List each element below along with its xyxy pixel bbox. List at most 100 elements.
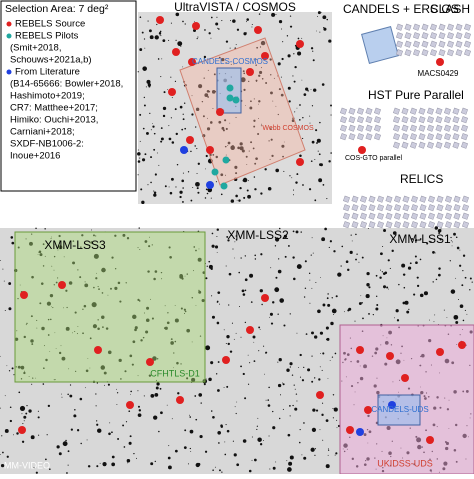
star [168, 40, 169, 41]
star [122, 424, 124, 426]
star [352, 241, 353, 242]
star [199, 435, 202, 438]
star [124, 446, 126, 448]
star [380, 252, 383, 255]
star [459, 265, 461, 267]
star [313, 253, 314, 254]
field-label: MM-VIDEO [4, 460, 50, 470]
star [248, 355, 249, 356]
star [5, 429, 9, 433]
star [44, 228, 45, 229]
star [210, 38, 211, 39]
star [288, 87, 291, 90]
star [139, 48, 142, 51]
star [320, 332, 323, 335]
star [175, 450, 178, 453]
pointing [340, 108, 346, 114]
legend-note: Hashimoto+2019; [10, 91, 85, 102]
rebels-source [216, 108, 224, 116]
star [5, 310, 6, 311]
star [137, 152, 141, 156]
pointing [439, 24, 445, 30]
star [321, 237, 325, 241]
star [161, 137, 164, 140]
pointing [456, 24, 462, 30]
star [296, 230, 299, 233]
star [197, 187, 199, 189]
pointing [402, 134, 408, 140]
star [153, 149, 155, 151]
star [328, 160, 330, 162]
star [314, 455, 315, 456]
star [337, 272, 341, 276]
star [451, 289, 456, 294]
star [277, 362, 278, 363]
star [249, 470, 252, 473]
star [160, 141, 162, 143]
star [148, 86, 150, 88]
star [165, 185, 167, 187]
rebels-source [186, 136, 194, 144]
star [144, 153, 146, 155]
star [226, 386, 228, 388]
star [313, 59, 315, 61]
star [299, 442, 301, 444]
pointing [413, 33, 419, 39]
pilot-source [227, 95, 234, 102]
star [272, 411, 273, 412]
star [240, 365, 242, 367]
pointing [436, 125, 442, 131]
star [230, 350, 232, 352]
star [217, 228, 219, 230]
pointing [462, 222, 468, 228]
star [176, 133, 178, 135]
star [180, 106, 183, 109]
star [465, 277, 467, 279]
star [366, 294, 370, 298]
star [376, 275, 378, 277]
star [335, 452, 337, 454]
star [336, 295, 338, 297]
star [283, 383, 285, 385]
star [190, 448, 191, 449]
pointing [461, 108, 467, 114]
star [197, 173, 198, 174]
star [248, 180, 249, 181]
star [318, 378, 320, 380]
star [396, 309, 399, 312]
star [190, 430, 194, 434]
star [4, 281, 5, 282]
pointing [340, 134, 346, 140]
star [230, 20, 231, 21]
pointing [366, 134, 372, 140]
star [112, 456, 115, 459]
star [305, 88, 308, 91]
star [328, 450, 329, 451]
star [382, 246, 383, 247]
star [91, 230, 92, 231]
star [127, 459, 130, 462]
star [211, 198, 212, 199]
star [160, 388, 162, 390]
pointing [436, 108, 442, 114]
star [212, 469, 214, 471]
pilot-source [221, 183, 228, 190]
pointing [430, 41, 436, 47]
star [275, 245, 276, 246]
star [184, 128, 186, 130]
star [254, 255, 256, 257]
star [245, 322, 246, 323]
star [216, 373, 217, 374]
pointing [454, 196, 460, 202]
star [236, 463, 239, 466]
field-title: CLASH [430, 2, 470, 16]
pointing [461, 125, 467, 131]
star [322, 352, 324, 354]
star [170, 77, 171, 78]
star [70, 384, 71, 385]
pointing [453, 117, 459, 123]
pointing [394, 222, 400, 228]
pointing [454, 222, 460, 228]
star [311, 448, 315, 452]
